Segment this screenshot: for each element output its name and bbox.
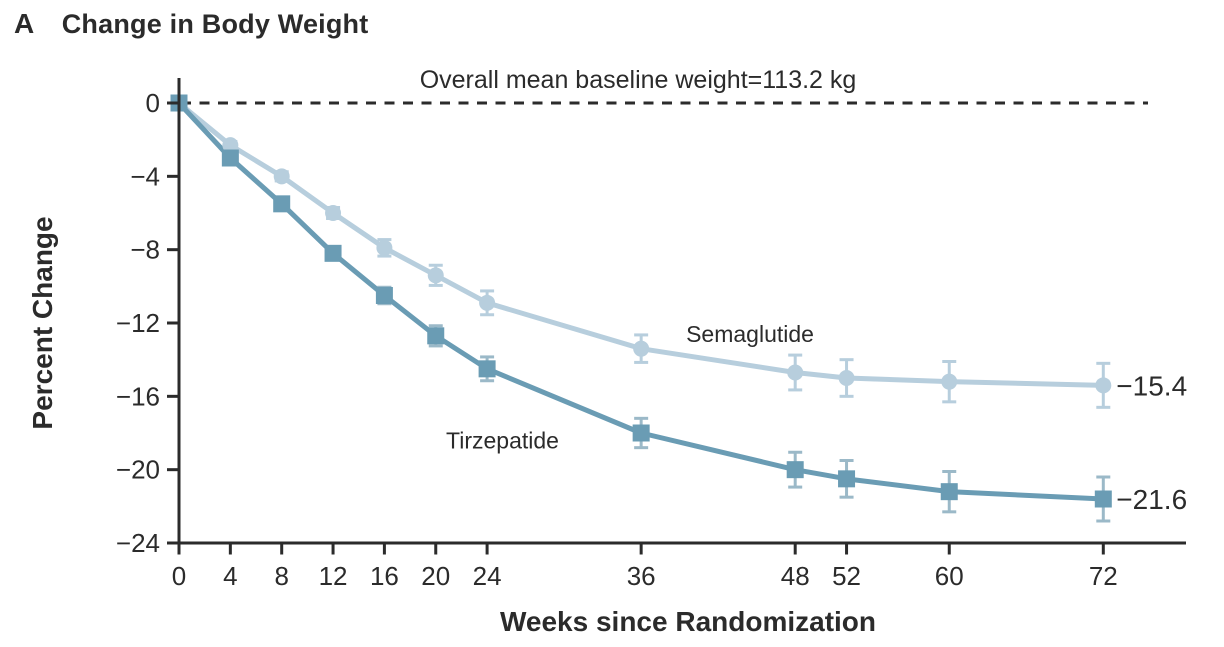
data-point-tirzepatide [786,461,804,479]
panel-letter: A [14,8,35,39]
y-axis-title: Percent Change [27,216,58,429]
end-value-semaglutide: −15.4 [1116,370,1187,401]
panel-heading: Change in Body Weight [61,9,369,39]
data-point-semaglutide [273,168,290,185]
data-point-tirzepatide [273,195,291,213]
y-axis-ticks: 0 −4 −8 −12 −16 −20 −24 [116,88,179,558]
data-point-tirzepatide [632,424,650,442]
data-point-tirzepatide [221,149,239,167]
y-tick-label: −16 [116,381,160,411]
data-point-tirzepatide [478,360,496,378]
data-point-semaglutide [325,205,342,221]
x-axis-title: Weeks since Randomization [500,606,876,637]
data-point-semaglutide [633,340,650,357]
data-point-semaglutide [838,370,855,386]
x-tick-label: 52 [832,561,861,591]
series-lines-layer [176,100,1106,502]
data-point-semaglutide [222,137,239,154]
x-tick-label: 16 [370,561,399,591]
data-point-semaglutide [1095,377,1112,394]
data-point-semaglutide [376,239,393,256]
y-tick-label: −24 [116,528,160,558]
y-tick-label: −20 [116,455,160,485]
x-tick-label: 4 [223,561,237,591]
y-tick-label: 0 [146,88,160,118]
x-tick-label: 36 [627,561,656,591]
data-point-tirzepatide [1094,490,1112,508]
error-bars-layer [223,140,1111,523]
x-axis-ticks: 0 4 8 12 16 20 24 36 48 52 60 72 [172,543,1118,591]
end-value-tirzepatide: −21.6 [1116,484,1187,515]
panel-title: A Change in Body Weight [14,8,368,40]
x-tick-label: 8 [274,561,288,591]
data-point-tirzepatide [375,287,393,304]
y-tick-label: −12 [116,308,160,338]
series-line-semaglutide [176,100,1106,388]
data-point-semaglutide [941,373,958,390]
x-tick-label: 72 [1089,561,1118,591]
x-tick-label: 48 [781,561,810,591]
data-point-tirzepatide [324,244,342,262]
data-point-tirzepatide [838,470,856,488]
x-tick-label: 20 [421,561,450,591]
y-tick-label: −8 [130,235,160,265]
series-markers-layer [170,94,1112,508]
data-point-tirzepatide [427,327,445,345]
x-tick-label: 12 [319,561,348,591]
data-point-semaglutide [787,364,804,381]
data-point-semaglutide [427,267,444,284]
x-tick-label: 60 [935,561,964,591]
series-label-semaglutide: Semaglutide [686,321,814,347]
series-line-tirzepatide [176,100,1106,502]
data-point-tirzepatide [940,483,958,501]
x-tick-label: 24 [473,561,502,591]
baseline-annotation: Overall mean baseline weight=113.2 kg [420,66,857,94]
data-point-semaglutide [479,294,496,311]
y-tick-label: −4 [130,161,160,191]
x-tick-label: 0 [172,561,186,591]
series-label-tirzepatide: Tirzepatide [446,427,559,453]
